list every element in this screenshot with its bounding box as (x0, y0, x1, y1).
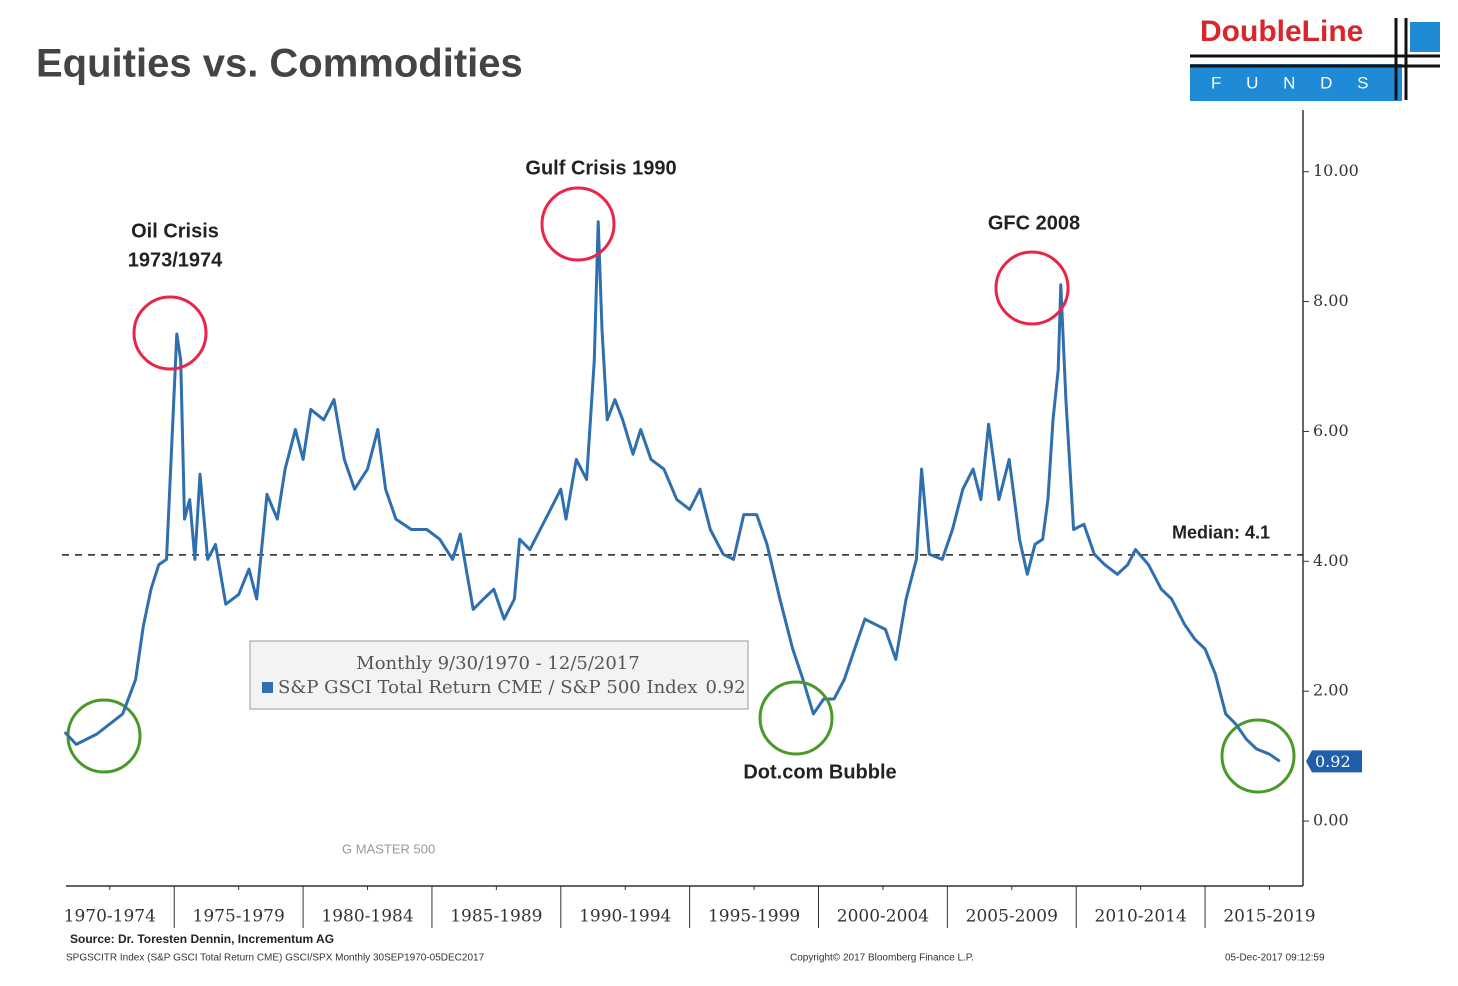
y-tick-label: 2.00 (1313, 681, 1349, 700)
logo-band (1190, 64, 1402, 101)
source: Source: Dr. Toresten Dennin, Incrementum… (70, 932, 334, 946)
highlight-circle (758, 680, 834, 756)
x-tick-label: 2005-2009 (966, 907, 1058, 927)
median-label: Median: 4.1 (1172, 523, 1270, 543)
y-tick-label: 4.00 (1313, 551, 1349, 570)
x-tick-label: 1970-1974 (64, 907, 156, 927)
x-tick-label: 2010-2014 (1095, 907, 1187, 927)
end-tag-label: 0.92 (1315, 752, 1351, 771)
y-tick-label: 8.00 (1313, 291, 1349, 310)
chart-title: Equities vs. Commodities (36, 42, 523, 86)
legend-name: S&P GSCI Total Return CME / S&P 500 Inde… (278, 677, 697, 698)
annotation: Oil Crisis (131, 220, 219, 242)
highlight-circle (1220, 718, 1296, 794)
highlight-circle (540, 186, 616, 262)
highlight-circle (994, 250, 1070, 326)
legend-title: Monthly 9/30/1970 - 12/5/2017 (356, 653, 639, 674)
end-tag (1306, 750, 1362, 773)
logo-sub: F U N D S (1211, 73, 1378, 92)
y-tick-label: 10.00 (1313, 161, 1359, 180)
annotation: 1973/1974 (128, 249, 223, 271)
legend-box (249, 640, 749, 710)
x-tick-label: 1975-1979 (193, 907, 285, 927)
legend-entry: S&P GSCI Total Return CME / S&P 500 Inde… (278, 677, 746, 698)
logo-name: DoubleLine (1200, 15, 1363, 48)
highlight-circle (132, 295, 208, 371)
y-tick-label: 6.00 (1313, 421, 1349, 440)
x-tick-label: 1985-1989 (450, 907, 542, 927)
x-tick-label: 2000-2004 (837, 907, 929, 927)
series-line (63, 220, 1281, 763)
legend-value: 0.92 (705, 677, 745, 698)
x-tick-label: 1980-1984 (321, 907, 413, 927)
logo-square (1410, 22, 1440, 52)
copyright: Copyright© 2017 Bloomberg Finance L.P. (790, 953, 974, 964)
y-tick-label: 0.00 (1313, 811, 1349, 830)
legend-swatch (262, 682, 273, 693)
timestamp: 05-Dec-2017 09:12:59 (1225, 953, 1325, 964)
watermark: G MASTER 500 (342, 841, 435, 856)
x-tick-label: 1995-1999 (708, 907, 800, 927)
footer-note: SPGSCITR Index (S&P GSCI Total Return CM… (66, 953, 485, 964)
annotation: Dot.com Bubble (743, 761, 896, 783)
x-tick-label: 2015-2019 (1223, 907, 1315, 927)
annotation: Gulf Crisis 1990 (525, 157, 676, 179)
x-tick-label: 1990-1994 (579, 907, 671, 927)
annotation: GFC 2008 (988, 212, 1080, 234)
